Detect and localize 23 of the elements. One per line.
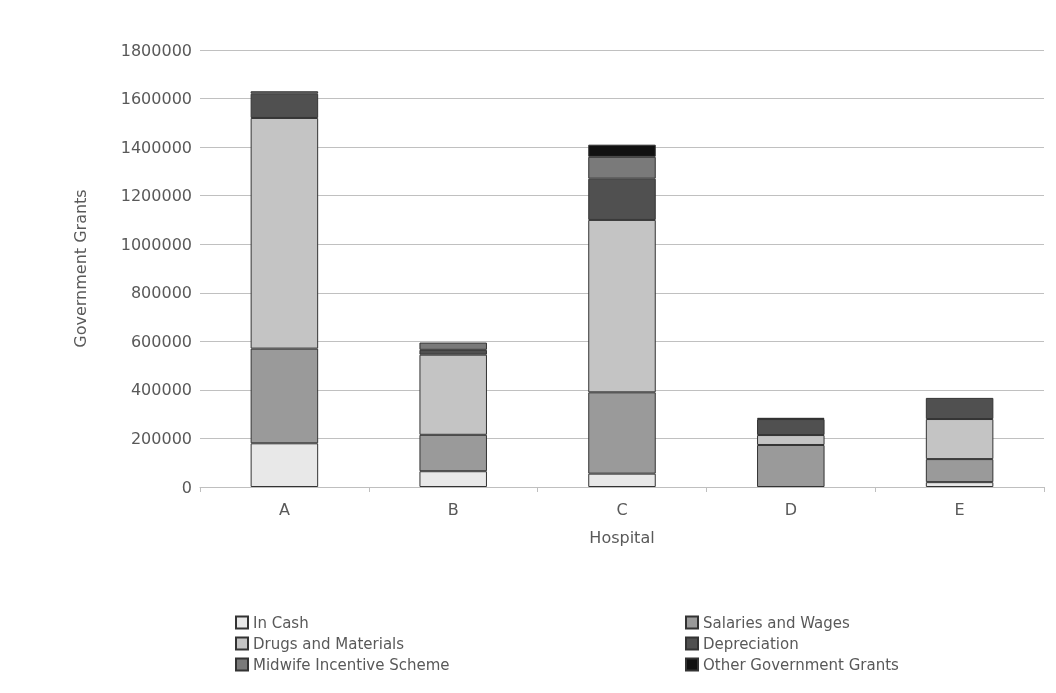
x-tick-label: A	[278, 499, 290, 519]
x-tick-label: E	[954, 499, 965, 519]
x-axis-title: Hospital	[589, 527, 655, 547]
legend-label: Salaries and Wages	[703, 613, 851, 632]
y-tick-label: 1400000	[120, 137, 192, 157]
y-tick-label: 0	[181, 477, 192, 497]
y-tick-label: 1000000	[120, 234, 192, 254]
x-tick-label: C	[616, 499, 628, 519]
legend-label: Other Government Grants	[703, 655, 900, 674]
legend-label: Drugs and Materials	[253, 634, 405, 653]
y-tick-label: 400000	[130, 380, 192, 400]
x-tick-label: B	[447, 499, 459, 519]
y-tick-label: 800000	[130, 283, 192, 303]
y-tick-label: 600000	[130, 331, 192, 351]
legend-label: Depreciation	[703, 634, 799, 653]
x-tick-label: D	[784, 499, 797, 519]
y-axis-title: Government Grants	[70, 189, 90, 348]
y-tick-label: 200000	[130, 428, 192, 448]
y-tick-label: 1600000	[120, 89, 192, 109]
y-tick-label: 1200000	[120, 186, 192, 206]
y-tick-label: 1800000	[120, 40, 192, 60]
legend-label: In Cash	[253, 613, 309, 632]
legend-label: Midwife Incentive Scheme	[253, 655, 450, 674]
